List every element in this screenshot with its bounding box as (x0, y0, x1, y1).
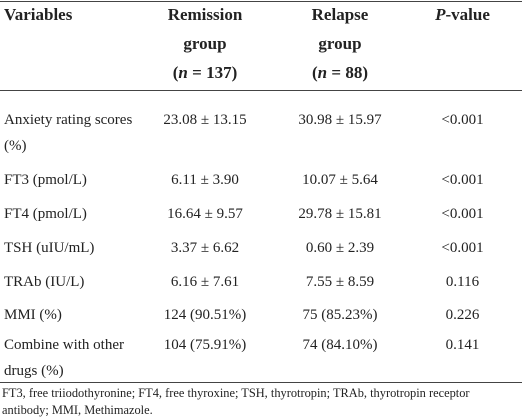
row-label: TRAb (IU/L) (4, 274, 85, 290)
header-text: = 88) (327, 63, 368, 82)
header-text: group (318, 34, 362, 53)
cell-value: 74 (84.10%) (302, 337, 378, 353)
header-text: ( (312, 63, 318, 82)
cell-value: 7.55 ± 8.59 (305, 274, 375, 290)
header-cell: Relapse group (n = 88) (280, 0, 400, 87)
header-cell: Remission group (n = 137) (145, 0, 265, 87)
cell-value: <0.001 (441, 112, 484, 128)
cell-value: 0.60 ± 2.39 (305, 240, 375, 256)
row-label: FT3 (pmol/L) (4, 172, 87, 188)
cell-value: 0.116 (445, 274, 480, 290)
cell-value: 124 (90.51%) (163, 307, 247, 323)
cell-value: 23.08 ± 13.15 (163, 112, 247, 128)
header-cell: P-value (405, 0, 520, 29)
header-cell: Variables (4, 0, 139, 29)
cell-value: 16.64 ± 9.57 (167, 206, 243, 222)
header-line: (n = 137) (145, 58, 265, 87)
header-text: -value (445, 5, 490, 24)
header-line: (n = 88) (280, 58, 400, 87)
header-text: group (183, 34, 227, 53)
header-text: n (317, 63, 328, 82)
header-line: Remission (145, 0, 265, 29)
bottom-rule (0, 382, 522, 383)
header-text: P (435, 5, 446, 24)
cell-value: 6.11 ± 3.90 (171, 172, 239, 188)
cell-value: <0.001 (441, 206, 484, 222)
header-text: Remission (167, 5, 243, 24)
header-text: Relapse (311, 5, 369, 24)
header-line: P-value (405, 0, 520, 29)
header-rule (0, 90, 522, 91)
cell-value: 10.07 ± 5.64 (302, 172, 378, 188)
cell-value: 29.78 ± 15.81 (298, 206, 382, 222)
cell-value: 3.37 ± 6.62 (170, 240, 240, 256)
row-label: MMI (%) (4, 307, 62, 323)
header-line: group (280, 29, 400, 58)
header-line: Relapse (280, 0, 400, 29)
row-label: Anxiety rating scores (%) (4, 112, 133, 154)
row-label: TSH (uIU/mL) (4, 240, 95, 256)
footnote: FT3, free triiodothyronine; FT4, free th… (2, 386, 470, 417)
header-text: Variables (4, 5, 73, 24)
top-rule (0, 1, 522, 2)
cell-value: 75 (85.23%) (302, 307, 378, 323)
row-label: Combine with other drugs (%) (4, 337, 124, 379)
header-text: n (178, 63, 188, 82)
cell-value: 30.98 ± 15.97 (298, 112, 382, 128)
cell-value: 0.226 (445, 307, 480, 323)
cell-value: 104 (75.91%) (163, 337, 247, 353)
cell-value: <0.001 (441, 240, 484, 256)
header-text: ( (172, 63, 179, 82)
header-line: group (145, 29, 265, 58)
row-label: FT4 (pmol/L) (4, 206, 87, 222)
header-line: Variables (4, 0, 139, 29)
cell-value: 0.141 (445, 337, 480, 353)
cell-value: 6.16 ± 7.61 (170, 274, 240, 290)
header-text: = 137) (187, 63, 238, 82)
cell-value: <0.001 (441, 172, 484, 188)
